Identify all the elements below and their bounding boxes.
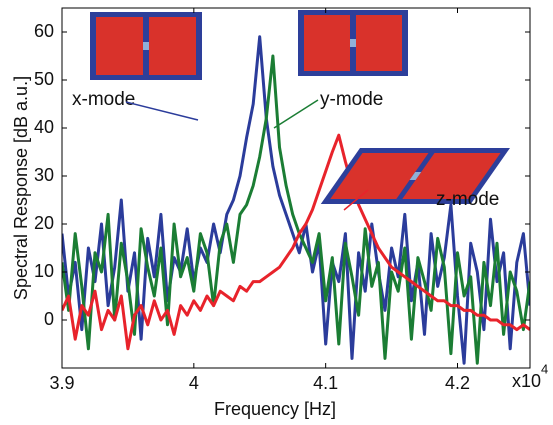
plate — [149, 17, 196, 75]
mode-illustration — [90, 12, 202, 80]
x-tick-label: 4 — [189, 373, 199, 393]
x-tick-label: 4.1 — [313, 373, 338, 393]
y-axis-label: Spectral Response [dB a.u.] — [11, 76, 31, 300]
x-axis-label: Frequency [Hz] — [214, 399, 336, 419]
x-multiplier-exponent: 4 — [541, 361, 548, 376]
plate — [356, 15, 402, 71]
chart: Frequency [Hz] Spectral Response [dB a.u… — [0, 0, 553, 425]
plate — [96, 17, 143, 75]
x-tick-label: 4.2 — [445, 373, 470, 393]
y-tick-label: 10 — [34, 261, 54, 281]
mode-illustration — [298, 10, 408, 76]
annotation: x-mode — [72, 89, 135, 110]
spring — [350, 39, 356, 47]
plate — [304, 15, 350, 71]
annotation: z-mode — [436, 189, 499, 210]
y-tick-label: 0 — [44, 309, 54, 329]
y-tick-label: 50 — [34, 69, 54, 89]
y-tick-label: 60 — [34, 21, 54, 41]
y-tick-label: 30 — [34, 165, 54, 185]
y-tick-label: 20 — [34, 213, 54, 233]
y-tick-label: 40 — [34, 117, 54, 137]
x-tick-label: 3.9 — [49, 373, 74, 393]
annotation: y-mode — [320, 89, 383, 110]
spring — [143, 42, 149, 50]
x-multiplier: x10 — [512, 371, 541, 391]
